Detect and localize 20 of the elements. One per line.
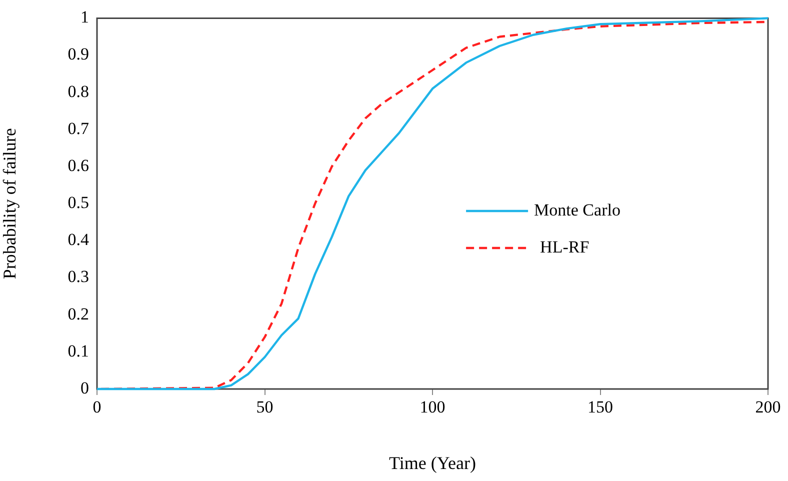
y-tick-label: 0.3 xyxy=(68,267,89,286)
y-tick-label: 1 xyxy=(80,8,89,27)
x-tick-label: 150 xyxy=(588,398,613,417)
y-tick-label: 0.5 xyxy=(68,193,89,212)
x-tick-label: 50 xyxy=(256,398,274,417)
y-tick-label: 0.8 xyxy=(68,82,89,101)
y-tick-label: 0.9 xyxy=(68,44,89,64)
y-axis-title: Probability of failure xyxy=(0,128,20,280)
y-tick-label: 0.4 xyxy=(68,230,90,250)
y-tick-label: 0.6 xyxy=(68,156,89,175)
x-tick-label: 100 xyxy=(420,398,446,417)
x-axis-title: Time (Year) xyxy=(388,452,476,473)
y-tick-label: 0.2 xyxy=(68,304,89,324)
y-tick-label: 0.7 xyxy=(68,118,90,138)
x-tick-label: 0 xyxy=(92,398,102,417)
y-tick-label: 0 xyxy=(80,378,89,398)
legend-label: HL-RF xyxy=(540,237,590,256)
legend-label: Monte Carlo xyxy=(534,200,620,220)
y-tick-label: 0.1 xyxy=(68,341,89,360)
x-tick-label: 200 xyxy=(755,398,781,417)
